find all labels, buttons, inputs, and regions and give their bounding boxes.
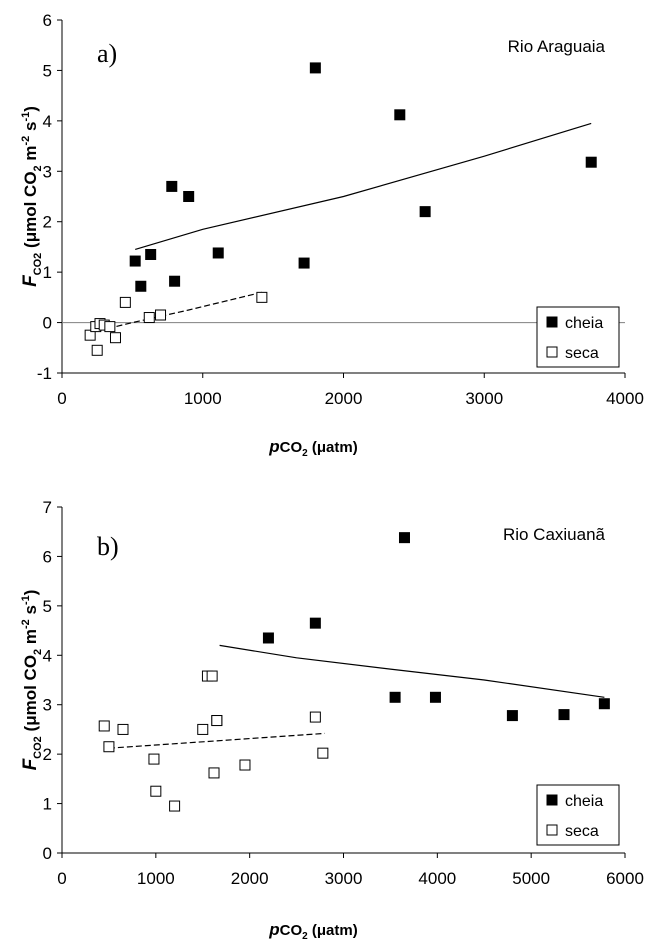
data-point-seca (148, 753, 160, 765)
data-point-seca (91, 344, 103, 356)
data-point-cheia (262, 632, 274, 644)
series-cheia (211, 532, 610, 727)
data-point-cheia (183, 191, 195, 202)
data-point-seca (143, 312, 155, 324)
data-point-cheia (429, 691, 441, 703)
x-axis-label: pCO2 (μatm) (268, 920, 357, 942)
data-point-cheia (145, 248, 157, 260)
chart-panel-b: 0 1 2 3 4 5 6 7 0 1000 2000 3000 4000 5000 6000 b) Rio C… (20, 498, 644, 942)
data-point-seca (103, 741, 115, 753)
data-point-seca (169, 800, 181, 812)
data-point-cheia (398, 532, 410, 544)
series-seca (84, 291, 268, 356)
x-tick-label: 2000 (231, 869, 269, 888)
data-point-seca (208, 767, 220, 779)
y-tick-label: 2 (43, 745, 52, 764)
data-point-seca (317, 747, 329, 759)
x-tick-label: 6000 (606, 869, 644, 888)
y-tick-label: 0 (43, 844, 52, 863)
data-point-seca (117, 723, 129, 735)
data-point-cheia (169, 275, 181, 287)
legend: cheia seca (536, 306, 620, 368)
trend-line-cheia (219, 644, 605, 698)
legend-marker-cheia (546, 794, 558, 806)
data-point-cheia (394, 109, 406, 121)
y-tick-label: 0 (43, 314, 52, 333)
data-point-cheia (135, 280, 147, 292)
data-point-seca (239, 759, 251, 771)
y-tick-label: 2 (43, 213, 52, 232)
y-tick-label: -1 (37, 364, 52, 383)
data-point-cheia (598, 698, 610, 710)
x-tick-label: 0 (57, 389, 66, 408)
series-seca (98, 670, 329, 812)
y-tick-label: 6 (43, 11, 52, 30)
data-point-seca (155, 309, 167, 321)
legend-label-cheia: cheia (565, 315, 603, 332)
data-point-seca (211, 715, 223, 727)
panel-label: b) (97, 532, 119, 561)
data-point-seca (150, 785, 162, 797)
chart-panel-a: -1 0 1 2 3 4 5 6 0 1000 2000 3000 4000 a) Rio Araguaia… (20, 11, 644, 459)
y-tick-label: 5 (43, 61, 52, 80)
data-point-seca (84, 329, 96, 341)
legend-marker-seca (546, 346, 558, 358)
data-point-cheia (166, 180, 178, 192)
y-axis-label: FCO2 (μmol CO2 m-2 s-1) (20, 590, 44, 771)
series-cheia (129, 62, 597, 292)
data-point-seca (197, 723, 209, 735)
site-label: Rio Caxiuanã (503, 525, 606, 544)
x-tick-label: 4000 (606, 389, 644, 408)
legend-label-cheia: cheia (565, 793, 603, 810)
data-point-cheia (389, 691, 401, 703)
y-tick-label: 1 (43, 795, 52, 814)
y-tick-label: 1 (43, 263, 52, 282)
x-axis-label: pCO2 (μatm) (268, 437, 357, 459)
y-tick-label: 4 (43, 112, 52, 131)
y-tick-label: 5 (43, 597, 52, 616)
data-point-cheia (585, 156, 597, 168)
legend-label-seca: seca (565, 823, 599, 840)
y-tick-label: 6 (43, 547, 52, 566)
panel-label: a) (97, 39, 117, 68)
x-tick-label: 5000 (512, 869, 550, 888)
data-point-seca (119, 296, 131, 308)
data-point-cheia (558, 709, 570, 721)
site-label: Rio Araguaia (508, 37, 606, 56)
legend: cheia seca (536, 784, 620, 846)
data-point-cheia (309, 617, 321, 629)
x-tick-label: 0 (57, 869, 66, 888)
data-point-cheia (129, 255, 141, 267)
data-point-cheia (298, 257, 310, 269)
x-tick-label: 1000 (137, 869, 175, 888)
data-point-cheia (419, 206, 431, 218)
y-axis-label: FCO2 (μmol CO2 m-2 s-1) (20, 106, 44, 287)
trend-line-cheia (135, 122, 592, 250)
legend-label-seca: seca (565, 345, 599, 362)
data-point-seca (256, 291, 268, 303)
y-tick-label: 7 (43, 498, 52, 517)
data-point-cheia (506, 710, 518, 722)
x-tick-label: 3000 (325, 869, 363, 888)
data-point-seca (109, 332, 121, 344)
data-point-cheia (309, 62, 321, 74)
legend-marker-cheia (546, 316, 558, 328)
y-tick-label: 4 (43, 646, 52, 665)
trend-line-seca (108, 732, 325, 749)
data-point-seca (104, 321, 116, 333)
data-point-seca (206, 670, 218, 682)
legend-marker-seca (546, 824, 558, 836)
data-point-seca (98, 720, 110, 732)
x-tick-label: 3000 (465, 389, 503, 408)
trend-line-seca (90, 291, 263, 334)
y-tick-label: 3 (43, 696, 52, 715)
data-point-seca (309, 711, 321, 723)
x-tick-label: 2000 (325, 389, 363, 408)
y-tick-label: 3 (43, 162, 52, 181)
data-point-cheia (212, 247, 224, 259)
x-tick-label: 1000 (184, 389, 222, 408)
x-tick-label: 4000 (418, 869, 456, 888)
